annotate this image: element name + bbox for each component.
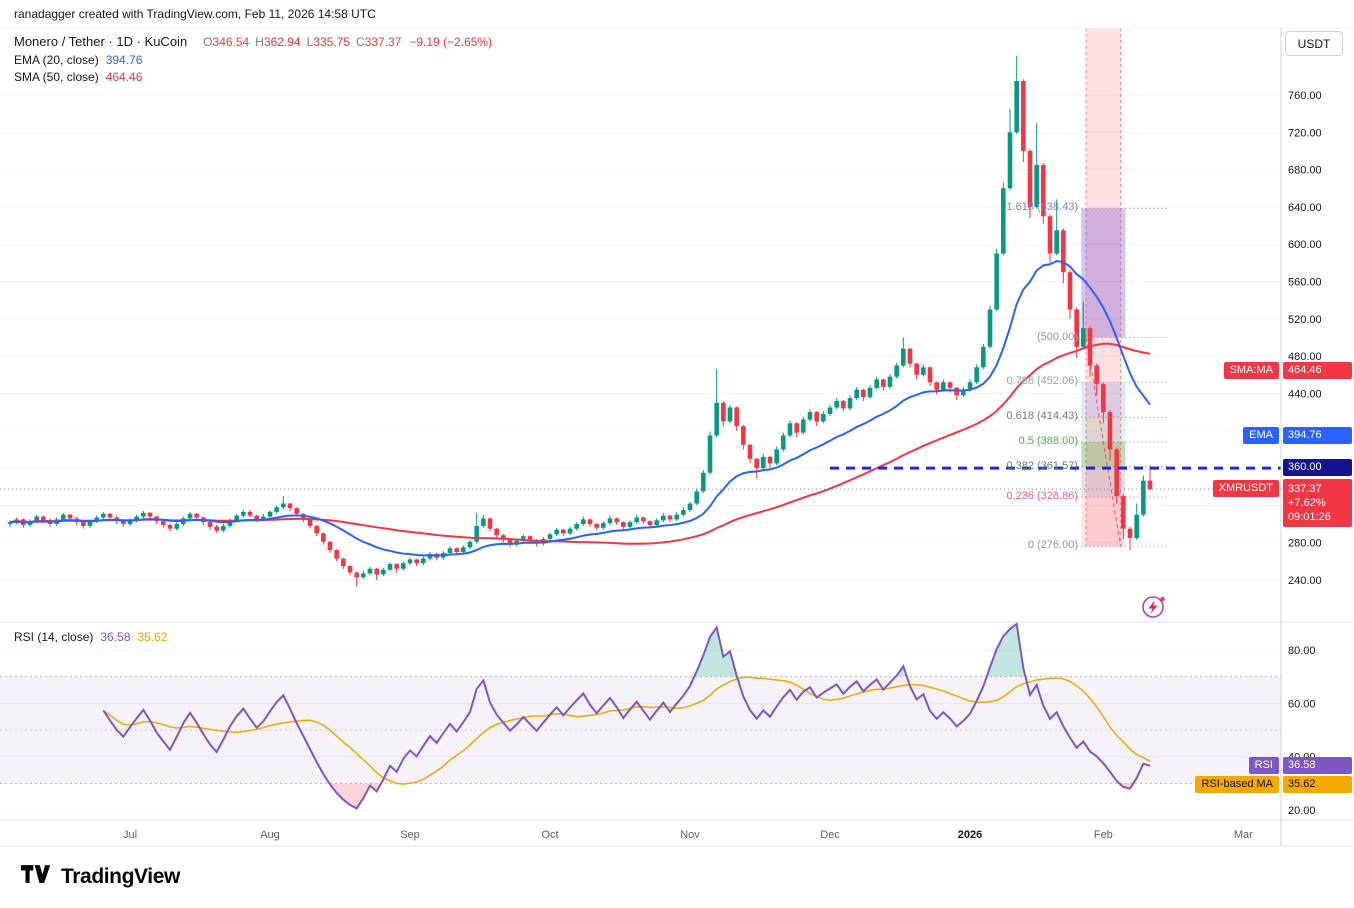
low-label: L <box>306 35 314 49</box>
fib-level-label: 0.618 (414.43) <box>1006 410 1078 423</box>
last-price-change: +7.62% <box>1288 497 1326 510</box>
svg-text:80.00: 80.00 <box>1288 645 1316 657</box>
svg-text:760.00: 760.00 <box>1288 90 1322 102</box>
ema-price-badge: 394.76 <box>1283 426 1352 444</box>
svg-text:280.00: 280.00 <box>1288 538 1322 550</box>
svg-text:Aug: Aug <box>260 829 280 841</box>
sma-legend[interactable]: SMA (50, close) 464.46 <box>14 70 142 84</box>
sma-legend-label: SMA (50, close) <box>14 70 99 84</box>
high-label: H <box>255 35 264 49</box>
currency-toggle-button[interactable]: USDT <box>1285 31 1343 56</box>
symbol-title[interactable]: Monero / Tether · 1D · KuCoin <box>14 34 188 49</box>
svg-text:480.00: 480.00 <box>1288 351 1322 363</box>
svg-text:60.00: 60.00 <box>1288 698 1316 710</box>
sma-axis-label: SMA:MA <box>1223 361 1279 379</box>
open-label: O <box>203 35 213 49</box>
svg-text:240.00: 240.00 <box>1288 575 1322 587</box>
fib-level-label: 0.5 (388.00) <box>1018 434 1078 447</box>
fib-level-label: 0.786 (452.06) <box>1006 375 1078 388</box>
svg-text:Nov: Nov <box>680 829 700 841</box>
alert-price-badge: 360.00 <box>1283 459 1352 477</box>
svg-text:Dec: Dec <box>820 829 840 841</box>
ema-legend[interactable]: EMA (20, close) 394.76 <box>14 53 142 67</box>
change-value: −9.19 (−2.65%) <box>409 35 493 49</box>
rsi-axis-label: RSI <box>1248 756 1279 774</box>
fib-level-label: 0 (276.00) <box>1027 539 1078 552</box>
fib-level-label: (500.00) <box>1037 330 1078 343</box>
open-value: 346.54 <box>212 35 250 49</box>
svg-text:720.00: 720.00 <box>1288 127 1322 139</box>
last-price-badge: 337.37 +7.62% 09:01:26 <box>1283 479 1352 528</box>
svg-text:20.00: 20.00 <box>1288 805 1316 817</box>
rsi-legend-label: RSI (14, close) <box>14 630 94 644</box>
svg-text:680.00: 680.00 <box>1288 165 1322 177</box>
sma-price-badge: 464.46 <box>1283 361 1352 379</box>
rsi-ma-value-badge: 35.62 <box>1283 775 1352 793</box>
ema-axis-label: EMA <box>1243 426 1279 444</box>
svg-text:Sep: Sep <box>400 829 420 841</box>
svg-text:2026: 2026 <box>958 829 982 841</box>
svg-text:Mar: Mar <box>1234 829 1253 841</box>
rsi-legend-value: 36.58 <box>100 630 131 644</box>
svg-text:560.00: 560.00 <box>1288 277 1322 289</box>
svg-text:600.00: 600.00 <box>1288 239 1322 251</box>
svg-text:440.00: 440.00 <box>1288 388 1322 400</box>
fib-level-label: 1.618 (638.43) <box>1006 201 1078 214</box>
high-value: 362.94 <box>263 35 301 49</box>
symbol-legend[interactable]: Monero / Tether · 1D · KuCoin O346.54 H362… <box>14 34 492 49</box>
lightning-boost-icon[interactable] <box>1141 594 1167 620</box>
symbol-axis-label: XMRUSDT <box>1212 480 1279 498</box>
close-value: 337.37 <box>364 35 402 49</box>
ema-legend-value: 394.76 <box>105 53 143 67</box>
last-price-countdown: 09:01:26 <box>1288 511 1331 524</box>
close-label: C <box>355 35 365 49</box>
tradingview-wordmark: TradingView <box>61 864 180 888</box>
attribution-text: ranadagger created with TradingView.com,… <box>14 7 376 21</box>
svg-text:Feb: Feb <box>1094 829 1113 841</box>
svg-text:Jul: Jul <box>123 829 137 841</box>
tradingview-attribution[interactable]: TradingView <box>20 862 180 891</box>
low-value: 335.75 <box>313 35 350 49</box>
rsi-ma-axis-label: RSI-based MA <box>1195 775 1279 793</box>
svg-text:520.00: 520.00 <box>1288 314 1322 326</box>
ema-legend-label: EMA (20, close) <box>14 53 99 67</box>
fib-level-label: 0.382 (361.57) <box>1006 459 1078 472</box>
fib-level-label: 0.236 (328.86) <box>1006 490 1078 503</box>
rsi-value-badge: 36.58 <box>1283 756 1352 774</box>
rsi-ma-legend-value: 35.62 <box>137 630 168 644</box>
svg-text:Oct: Oct <box>541 829 558 841</box>
tradingview-logo[interactable] <box>20 862 52 891</box>
last-price-value: 337.37 <box>1288 483 1322 496</box>
rsi-legend[interactable]: RSI (14, close) 36.58 35.62 <box>14 630 167 644</box>
svg-text:640.00: 640.00 <box>1288 202 1322 214</box>
sma-legend-value: 464.46 <box>105 70 143 84</box>
